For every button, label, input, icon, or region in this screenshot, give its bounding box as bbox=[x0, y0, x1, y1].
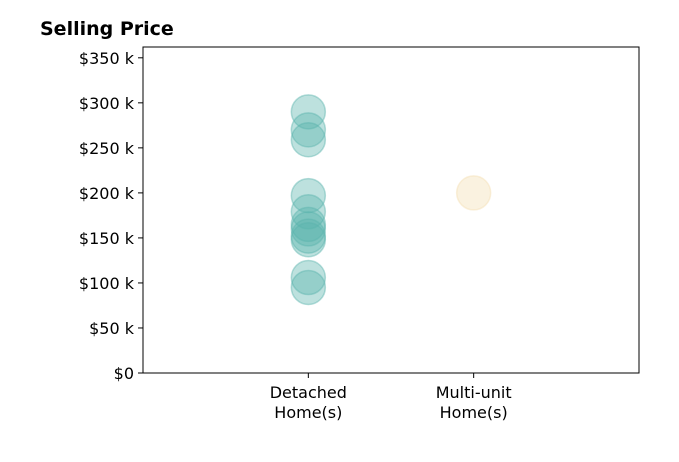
y-tick-label: $0 bbox=[114, 364, 134, 383]
data-point bbox=[290, 194, 327, 230]
x-tick-label: Detached bbox=[270, 383, 347, 402]
y-tick-label: $350 k bbox=[79, 49, 135, 68]
x-tick-label: Home(s) bbox=[440, 403, 508, 422]
data-point bbox=[290, 259, 327, 296]
data-point bbox=[455, 175, 492, 211]
data-point bbox=[290, 177, 327, 214]
y-tick-label: $250 k bbox=[79, 139, 135, 158]
chart-title: Selling Price bbox=[40, 18, 174, 40]
data-point bbox=[290, 112, 327, 148]
plot-frame bbox=[142, 46, 640, 374]
data-point bbox=[290, 94, 327, 130]
data-point bbox=[290, 269, 327, 306]
y-tick-label: $200 k bbox=[79, 184, 135, 203]
data-point bbox=[290, 218, 327, 254]
y-tick-label: $50 k bbox=[89, 319, 135, 338]
data-point bbox=[290, 211, 327, 247]
data-points bbox=[290, 94, 492, 306]
y-tick-label: $100 k bbox=[79, 274, 135, 293]
data-point bbox=[290, 206, 327, 243]
data-point bbox=[290, 122, 327, 158]
data-point bbox=[290, 221, 327, 258]
y-tick-label: $300 k bbox=[79, 94, 135, 113]
y-tick-label: $150 k bbox=[79, 229, 135, 248]
x-tick-label: Multi-unit bbox=[436, 383, 512, 402]
y-axis: $0 $50 k $100 k $150 k $200 k $250 k $300 k $35… bbox=[79, 49, 143, 383]
x-tick-label: Home(s) bbox=[274, 403, 342, 422]
